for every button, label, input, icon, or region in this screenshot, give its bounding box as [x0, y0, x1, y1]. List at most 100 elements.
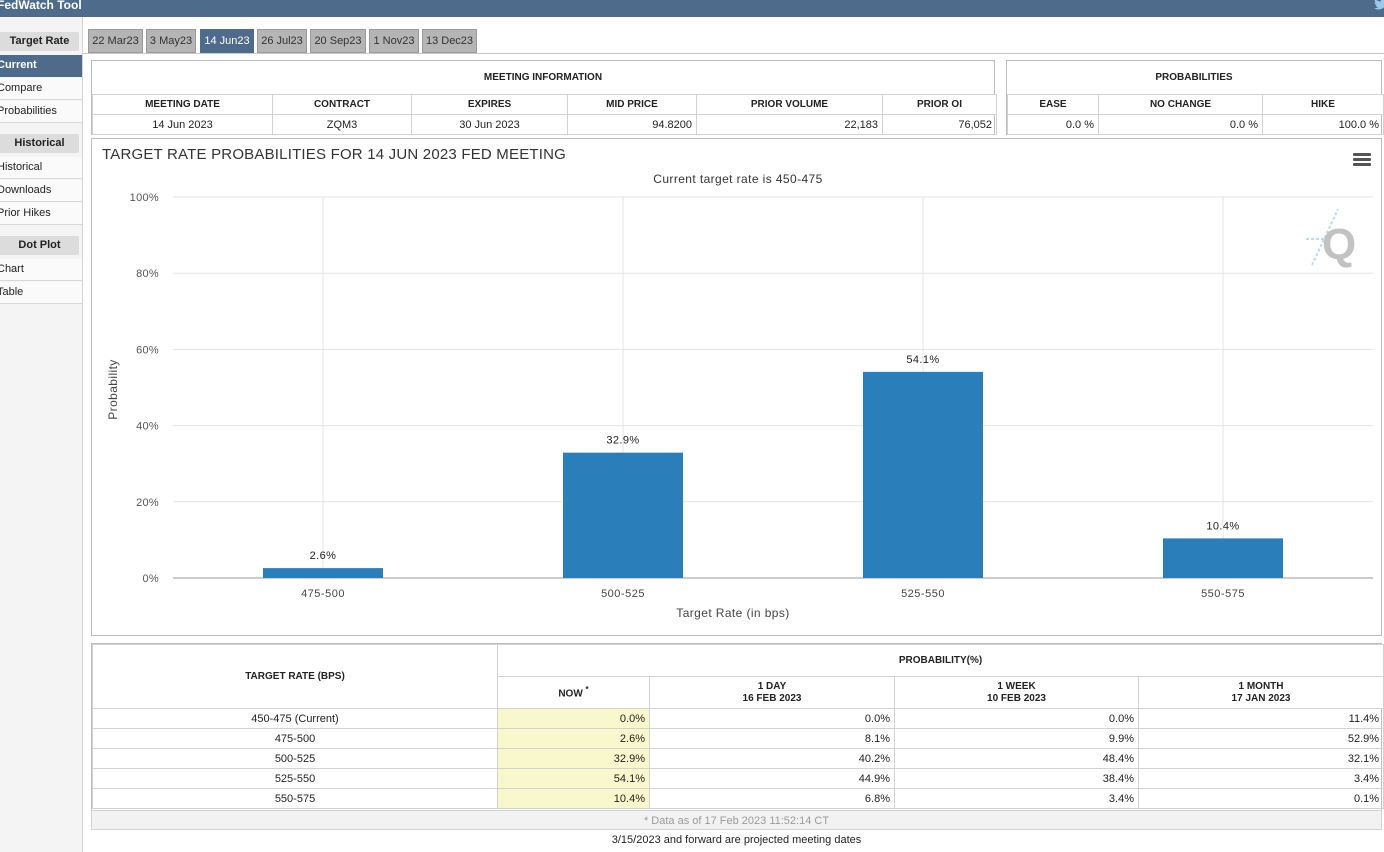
month-cell: 32.1% — [1137, 748, 1384, 769]
bar-525-550 — [863, 371, 983, 578]
ease-value: 0.0 % — [1007, 114, 1099, 135]
header-contract: CONTRACT — [272, 94, 412, 115]
sidebar-item-historical[interactable]: Historical — [0, 157, 82, 179]
month-cell: 0.1% — [1137, 788, 1384, 809]
twitter-icon[interactable] — [1374, 0, 1384, 10]
probabilities-value-row: 0.0 % 0.0 % 100.0 % — [1007, 114, 1384, 135]
chart-subtitle: Current target rate is 450-475 — [653, 172, 822, 186]
rate-cell: 550-575 — [92, 788, 498, 809]
rate-cell: 450-475 (Current) — [92, 708, 498, 729]
y-tick-label: 40% — [136, 421, 159, 433]
watermark-logo: Q — [1306, 208, 1356, 269]
rate-cell: 475-500 — [92, 728, 498, 749]
hamburger-menu-icon[interactable] — [1353, 153, 1371, 167]
tab-20-sep23[interactable]: 20 Sep23 — [310, 29, 366, 53]
header-1-week: 1 WEEK 10 FEB 2023 — [894, 676, 1139, 709]
sidebar-item-current[interactable]: Current — [0, 55, 82, 77]
tab-14-jun23[interactable]: 14 Jun23 — [200, 29, 254, 53]
projection-note: 3/15/2023 and forward are projected meet… — [611, 834, 862, 846]
week-cell: 9.9% — [894, 728, 1139, 749]
prior-oi-value: 76,052 — [882, 114, 997, 135]
rate-cell: 500-525 — [92, 748, 498, 769]
header-1-day-label: 1 DAY — [757, 680, 787, 692]
chart-panel: Current target rate is 450-475 0% 20% 40% 60… — [91, 138, 1382, 636]
bar-550-575 — [1163, 538, 1283, 578]
probabilities-header-row: EASE NO CHANGE HIKE — [1007, 94, 1384, 115]
meeting-info-title: MEETING INFORMATION — [483, 72, 603, 83]
sidebar-header-target-rate[interactable]: Target Rate — [0, 32, 79, 51]
chart-title: TARGET RATE PROBABILITIES FOR 14 JUN 202… — [102, 146, 567, 163]
sidebar-header-dot-plot[interactable]: Dot Plot — [0, 236, 79, 255]
y-tick-label: 0% — [143, 573, 160, 585]
month-cell: 3.4% — [1137, 768, 1384, 789]
probability-table-group-row: TARGET RATE (BPS) PROBABILITY(%) — [92, 644, 1384, 709]
app-header: FedWatch Tool — [0, 0, 1384, 17]
rate-cell: 525-550 — [92, 768, 498, 789]
watermark-letter: Q — [1322, 220, 1356, 269]
sidebar-item-table[interactable]: Table — [0, 282, 82, 304]
meeting-info-table: MEETING DATE CONTRACT EXPIRES MID PRICE … — [92, 94, 997, 135]
sidebar-item-probabilities[interactable]: Probabilities — [0, 101, 82, 123]
probability-chart: Current target rate is 450-475 0% 20% 40% 60… — [106, 172, 1373, 620]
header-1-month: 1 MONTH 17 JAN 2023 — [1137, 676, 1384, 709]
tab-1-nov23[interactable]: 1 Nov23 — [369, 29, 419, 53]
y-tick-label: 60% — [136, 344, 159, 356]
tab-13-dec23[interactable]: 13 Dec23 — [422, 29, 477, 53]
week-cell: 38.4% — [894, 768, 1139, 789]
sidebar-item-downloads[interactable]: Downloads — [0, 180, 82, 202]
header-meeting-date: MEETING DATE — [92, 94, 273, 115]
mid-price-value: 94.8200 — [567, 114, 697, 135]
header-1-week-label: 1 WEEK — [997, 680, 1036, 692]
tab-26-jul23[interactable]: 26 Jul23 — [257, 29, 307, 53]
header-now-label: NOW — [558, 688, 583, 700]
y-axis-title: Probability — [106, 359, 120, 419]
table-row: 550-575 10.4% 6.8% 3.4% 0.1% — [92, 788, 1384, 809]
header-no-change: NO CHANGE — [1098, 94, 1263, 115]
data-timestamp-note: * Data as of 17 Feb 2023 11:52:14 CT — [91, 810, 1382, 830]
expires-value: 30 Jun 2023 — [411, 114, 568, 135]
sidebar-item-compare[interactable]: Compare — [0, 78, 82, 100]
sidebar-header-historical[interactable]: Historical — [0, 134, 79, 153]
chart-grid — [173, 196, 1373, 579]
probability-table-header-row: NOW * 1 DAY 16 FEB 2023 1 WEEK 10 FEB 2023… — [93, 676, 1384, 709]
week-cell: 0.0% — [894, 708, 1139, 729]
header-prior-volume: PRIOR VOLUME — [696, 94, 883, 115]
probability-table-panel: TARGET RATE (BPS) PROBABILITY(%) NOW * 1… — [91, 643, 1384, 830]
header-prior-oi: PRIOR OI — [882, 94, 997, 115]
probabilities-table: EASE NO CHANGE HIKE 0.0 % 0.0 % 100.0 % — [1007, 94, 1384, 135]
tab-22-mar23[interactable]: 22 Mar23 — [88, 29, 143, 53]
now-cell: 10.4% — [497, 788, 650, 809]
chart-bars — [263, 371, 1283, 578]
sidebar-item-prior-hikes[interactable]: Prior Hikes — [0, 203, 82, 225]
header-now-marker: * — [585, 685, 589, 695]
x-tick-label: 525-550 — [901, 588, 945, 600]
meeting-info-value-row: 14 Jun 2023 ZQM3 30 Jun 2023 94.8200 22,… — [92, 114, 997, 135]
probability-table: TARGET RATE (BPS) PROBABILITY(%) NOW * 1… — [92, 644, 1384, 809]
probabilities-panel: PROBABILITIES EASE NO CHANGE HIKE 0.0 % … — [1006, 60, 1384, 135]
x-tick-label: 500-525 — [601, 588, 645, 600]
table-row: 525-550 54.1% 44.9% 38.4% 3.4% — [92, 768, 1384, 789]
month-cell: 11.4% — [1137, 708, 1384, 729]
meeting-date-value: 14 Jun 2023 — [92, 114, 273, 135]
header-probability-pct: PROBABILITY(%) — [496, 644, 1384, 677]
sidebar-item-label: Prior Hikes — [0, 207, 51, 219]
prior-volume-value: 22,183 — [696, 114, 883, 135]
sidebar-item-chart[interactable]: Chart — [0, 259, 82, 281]
app-title: FedWatch Tool — [0, 0, 82, 12]
sidebar-item-label: Chart — [0, 263, 24, 275]
header-now: NOW * — [497, 676, 650, 709]
probabilities-title: PROBABILITIES — [1155, 72, 1233, 83]
tab-3-may23[interactable]: 3 May23 — [146, 29, 196, 53]
header-hike: HIKE — [1262, 94, 1384, 115]
now-cell: 54.1% — [497, 768, 650, 789]
sidebar-item-label: Probabilities — [0, 105, 57, 117]
chart-labels: Current target rate is 450-475 0% 20% 40% 60… — [106, 172, 1245, 620]
now-cell: 2.6% — [497, 728, 650, 749]
x-tick-label: 475-500 — [301, 588, 345, 600]
now-cell: 32.9% — [497, 748, 650, 769]
x-tick-label: 550-575 — [1201, 588, 1245, 600]
day-cell: 0.0% — [649, 708, 895, 729]
tabs-divider — [83, 53, 1384, 54]
header-1-month-date: 17 JAN 2023 — [1231, 692, 1291, 704]
sidebar-item-label: Downloads — [0, 184, 52, 196]
